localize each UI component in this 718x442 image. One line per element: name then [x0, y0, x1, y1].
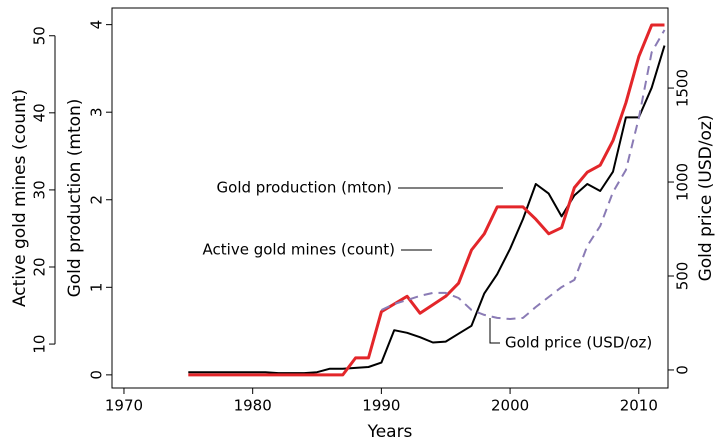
series-annotation: Gold production (mton)	[217, 179, 392, 197]
series-annotation: Active gold mines (count)	[203, 241, 395, 259]
x-tick-label: 2010	[620, 397, 658, 415]
y-tick-label: 3	[88, 107, 106, 117]
plot-frame	[111, 7, 669, 389]
x-tick-label: 1980	[234, 397, 272, 415]
y2-axis-title: Gold price (USD/oz)	[696, 115, 716, 282]
x-axis-title: Years	[367, 422, 413, 442]
leader-line	[489, 318, 500, 344]
y3-axis-title: Active gold mines (count)	[10, 89, 30, 307]
y-axis-title: Gold production (mton)	[65, 99, 85, 298]
annotations: Gold production (mton) Active gold mines…	[203, 179, 653, 352]
series-line	[188, 45, 666, 375]
y-tick-label: 2	[88, 195, 106, 205]
y3-tick-label: 40	[31, 103, 49, 122]
y2-tick-label: 0	[674, 365, 692, 375]
series-annotation: Gold price (USD/oz)	[505, 334, 652, 352]
x-tick-label: 2000	[491, 397, 529, 415]
y-tick-label: 1	[88, 283, 106, 293]
y2-tick-label: 1500	[674, 69, 692, 107]
y2-tick-label: 500	[674, 262, 692, 291]
series-line	[380, 29, 666, 320]
y3-tick-label: 10	[31, 335, 49, 354]
series-line	[188, 23, 665, 377]
y-tick-label: 0	[88, 370, 106, 380]
x-tick-label: 1990	[362, 397, 400, 415]
y-tick-label: 4	[88, 20, 106, 30]
x-tick-label: 1970	[105, 397, 143, 415]
y2-tick-label: 1000	[674, 163, 692, 201]
y3-tick-label: 50	[31, 26, 49, 45]
y3-tick-label: 20	[31, 257, 49, 276]
y3-tick-label: 30	[31, 180, 49, 199]
